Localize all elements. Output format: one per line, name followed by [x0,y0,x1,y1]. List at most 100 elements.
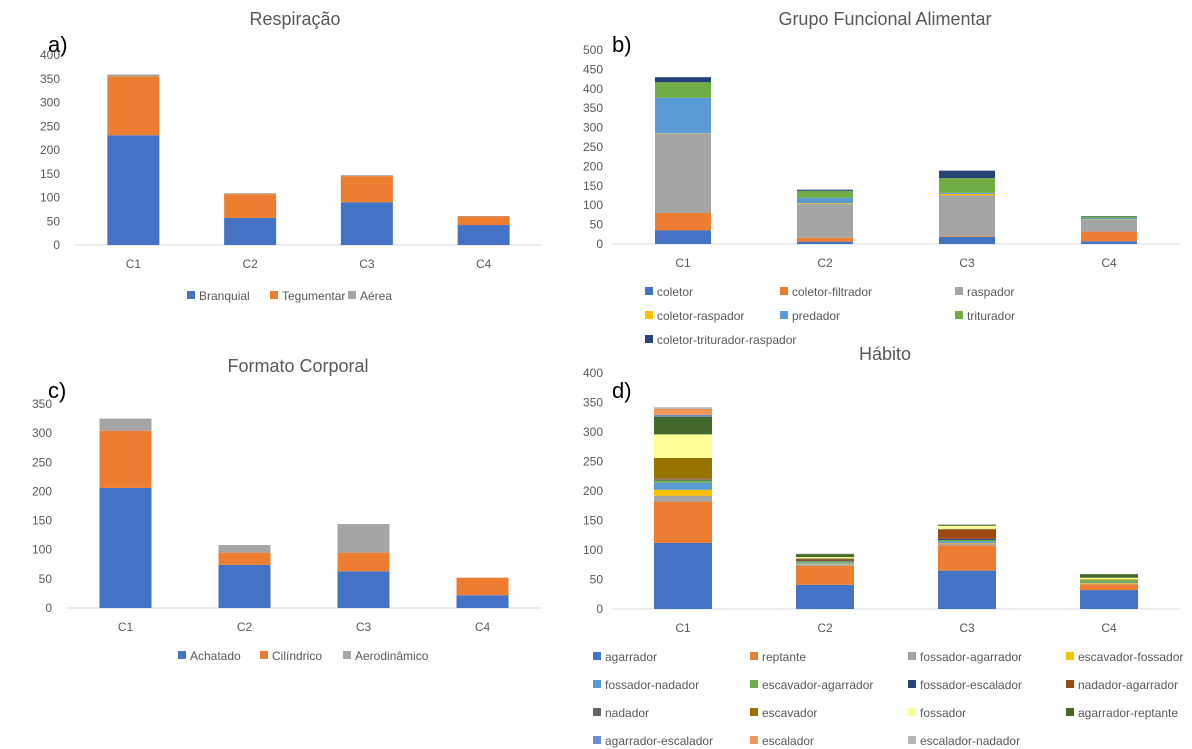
bar-fossador-agarrador-c2 [796,564,854,566]
bar-escalador-c1 [654,408,712,415]
y-tick-label: 50 [590,218,604,232]
legend-swatch-agarrador-reptante [1066,708,1074,716]
bar-fossador-nadador-c4 [1080,582,1138,584]
y-tick-label: 250 [583,455,603,469]
legend-label-reptante: reptante [762,650,806,664]
bar-agarrador-c4 [1080,590,1138,609]
bar-agarrador-c2 [796,584,854,609]
chart-title: Respiração [249,9,340,29]
bar-coletor-raspador-c3 [939,193,995,196]
y-tick-label: 100 [583,543,603,557]
legend-label-escavador-fossador: escavador-fossador [1078,650,1183,664]
legend-label-escalador: escalador [762,734,814,748]
bar-fossador-c2 [796,557,854,559]
bar-branquial-c1 [107,135,160,245]
bar-tegumentar-c1 [107,76,160,136]
bar-coletor-triturador-raspador-c2 [797,189,853,191]
legend-swatch-escavador-fossador [1066,652,1074,660]
bar-coletor-raspador-c2 [797,203,853,205]
x-category-label: C4 [475,620,491,634]
legend-swatch-escalador-nadador [908,736,916,744]
bar-aerodinamico-c1 [99,418,152,431]
y-tick-label: 350 [32,397,52,411]
legend-label-coletor-triturador-raspador: coletor-triturador-raspador [657,333,796,347]
legend-label-tegumentar: Tegumentar [282,289,345,303]
y-tick-label: 250 [32,455,52,469]
bar-nadador-agarrador-c2 [796,559,854,561]
bar-escavador-fossador-c1 [654,489,712,496]
bar-escavador-c3 [938,528,996,530]
x-category-label: C2 [237,620,253,634]
bar-agarrador-c1 [654,542,712,609]
legend-swatch-predador [780,311,788,319]
legend-label-coletor: coletor [657,285,693,299]
legend-label-fossador-nadador: fossador-nadador [605,678,699,692]
legend-swatch-tegumentar [270,291,278,299]
y-tick-label: 300 [40,96,60,110]
legend-label-aerea: Aérea [360,289,392,303]
y-tick-label: 150 [32,514,52,528]
legend-swatch-achatado [178,651,186,659]
legend-label-fossador: fossador [920,706,966,720]
bar-nadador-c2 [796,558,854,560]
bar-nadador-c1 [654,478,712,480]
x-category-label: C2 [817,621,833,635]
legend-swatch-escalador [750,736,758,744]
bar-escavador-c4 [1080,579,1138,581]
y-tick-label: 0 [45,601,52,615]
legend-label-nadador: nadador [605,706,649,720]
x-category-label: C2 [242,257,258,271]
bar-fossador-escalador-c3 [938,538,996,540]
bar-escalador-nadador-c2 [796,553,854,555]
y-tick-label: 50 [47,214,61,228]
bar-raspador-c2 [797,204,853,238]
bar-coletor-c1 [655,230,711,244]
legend-swatch-fossador-nadador [593,680,601,688]
bar-fossador-nadador-c3 [938,541,996,543]
panel-label: c) [48,378,66,403]
bar-coletor-triturador-raspador-c1 [655,77,711,83]
bar-coletor-triturador-raspador-c3 [939,170,995,179]
x-category-label: C3 [959,621,975,635]
chart-panel-3: Hábito d) 0 50 100 150 200 250 300 350 400 C1 C2 C3 C4… [583,344,1183,748]
legend-swatch-aerea [348,291,356,299]
bar-aerea-c1 [107,74,160,77]
y-tick-label: 200 [32,484,52,498]
bar-tegumentar-c2 [224,194,277,218]
chart-panel-1: Grupo Funcional Alimentar b) 0 50 100 150 200 2… [583,9,1180,347]
bar-aerea-c2 [224,193,277,195]
legend-label-predador: predador [792,309,840,323]
legend-label-achatado: Achatado [190,649,241,663]
bar-cilindrico-c4 [456,577,509,596]
y-tick-label: 150 [583,179,603,193]
x-category-label: C2 [817,256,833,270]
bar-coletor-c4 [1081,241,1137,244]
y-tick-label: 300 [32,426,52,440]
bar-fossador-escalador-c1 [654,479,712,481]
x-category-label: C1 [675,621,691,635]
bar-escavador-agarrador-c3 [938,539,996,542]
bar-escavador-agarrador-c2 [796,561,854,563]
legend-swatch-fossador-agarrador [908,652,916,660]
y-tick-label: 400 [583,82,603,96]
legend-label-agarrador-escalador: agarrador-escalador [605,734,713,748]
bar-coletor-filtrador-c4 [1081,231,1137,242]
bar-coletor-filtrador-c2 [797,237,853,242]
bar-fossador-nadador-c1 [654,482,712,490]
y-tick-label: 350 [40,72,60,86]
bar-nadador-agarrador-c3 [938,529,996,539]
legend-swatch-fossador [908,708,916,716]
bar-nadador-c3 [938,529,996,530]
bar-agarrador-escalador-c1 [654,414,712,417]
legend-swatch-coletor-triturador-raspador [645,335,653,343]
y-tick-label: 100 [32,543,52,557]
x-category-label: C4 [476,257,492,271]
bar-escavador-c2 [796,558,854,559]
bar-escalador-nadador-c1 [654,407,712,409]
bar-fossador-agarrador-c1 [654,495,712,502]
y-tick-label: 200 [583,484,603,498]
bar-coletor-filtrador-c1 [655,212,711,231]
bar-fossador-c1 [654,434,712,458]
bar-nadador-agarrador-c1 [654,479,712,480]
